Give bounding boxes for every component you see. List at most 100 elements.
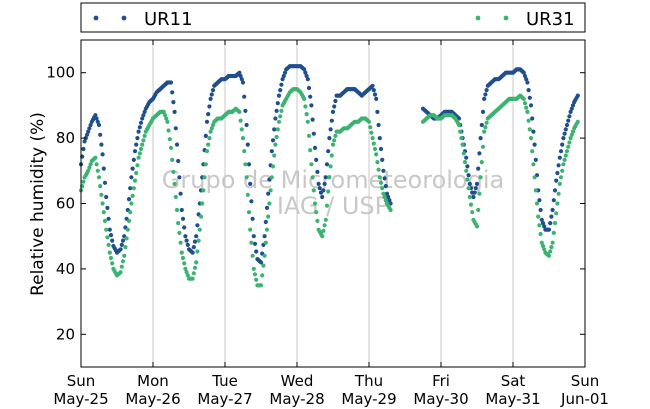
data-point (208, 129, 213, 134)
data-point (95, 119, 100, 124)
data-point (321, 228, 326, 233)
data-point (380, 157, 385, 162)
data-point (182, 261, 187, 266)
data-point (86, 129, 91, 134)
data-point (203, 133, 208, 138)
data-point (564, 122, 570, 128)
y-axis-title: Relative humidity (%) (28, 112, 48, 296)
data-point (376, 122, 381, 128)
data-point (242, 94, 247, 99)
data-point (278, 114, 283, 119)
data-point (570, 129, 576, 134)
data-point (106, 216, 111, 221)
data-point (136, 155, 141, 160)
data-point (258, 260, 264, 265)
data-point (561, 162, 566, 167)
data-point (81, 179, 86, 184)
data-point (282, 70, 288, 75)
data-point (466, 173, 471, 178)
data-point (194, 234, 199, 239)
data-point (330, 142, 336, 147)
data-point (179, 250, 184, 255)
data-point (279, 82, 284, 87)
data-point (566, 144, 571, 149)
data-point (456, 122, 462, 128)
data-point (537, 198, 542, 203)
data-point (555, 170, 560, 176)
x-tick-label-date: May-30 (413, 390, 468, 408)
data-point (252, 272, 258, 277)
data-point (86, 168, 91, 173)
x-tick-label-date: May-26 (125, 390, 180, 408)
data-point (532, 175, 537, 180)
x-tick-label-day: Fri (432, 372, 450, 390)
data-point (540, 221, 546, 226)
data-point (478, 136, 483, 141)
data-point (240, 80, 246, 85)
data-point (179, 207, 184, 213)
data-point (123, 245, 128, 250)
data-point (108, 233, 114, 238)
data-point (304, 112, 309, 117)
data-point (528, 103, 534, 108)
x-tick-label-day: Wed (281, 372, 314, 390)
data-point (525, 109, 530, 114)
data-point (383, 184, 388, 189)
data-point (278, 88, 283, 93)
data-point (381, 168, 386, 173)
data-point (174, 207, 180, 213)
data-point (273, 116, 278, 121)
data-point (563, 127, 568, 132)
data-point (238, 73, 243, 79)
data-point (264, 205, 270, 210)
data-point (477, 191, 482, 196)
data-point (538, 231, 543, 237)
data-point (93, 113, 98, 118)
data-point (557, 181, 562, 186)
data-point (168, 145, 174, 150)
data-point (557, 155, 562, 160)
data-point (311, 188, 316, 193)
data-point (94, 162, 99, 167)
data-point (250, 216, 255, 221)
data-point (476, 207, 481, 213)
data-point (383, 198, 388, 203)
data-point (191, 245, 196, 250)
data-point (110, 238, 115, 243)
data-point (250, 253, 255, 258)
data-point (461, 151, 466, 156)
data-point (128, 210, 133, 215)
data-point (320, 234, 325, 239)
y-tick-label: 100 (46, 64, 75, 82)
data-point (303, 70, 308, 75)
data-point (206, 112, 211, 117)
data-point (191, 271, 196, 276)
data-point (464, 168, 469, 173)
data-point (528, 136, 534, 141)
data-point (107, 227, 112, 232)
data-point (568, 136, 573, 141)
data-point (268, 188, 273, 193)
data-point (274, 134, 279, 140)
data-point (380, 186, 385, 191)
data-point (531, 129, 536, 134)
data-point (276, 93, 282, 98)
data-point (474, 224, 480, 229)
data-point (540, 243, 546, 249)
data-point (184, 238, 189, 243)
data-point (333, 133, 338, 138)
data-point (270, 164, 276, 169)
data-point (173, 194, 178, 200)
data-point (324, 203, 330, 208)
data-point (196, 238, 201, 243)
data-point (322, 181, 327, 186)
data-point (332, 138, 337, 143)
data-point (371, 88, 376, 93)
data-point (87, 126, 92, 131)
data-point (320, 194, 325, 200)
data-point (314, 157, 319, 162)
data-point (244, 122, 249, 128)
data-point (140, 116, 145, 121)
data-point (575, 93, 580, 98)
data-point (141, 138, 146, 143)
